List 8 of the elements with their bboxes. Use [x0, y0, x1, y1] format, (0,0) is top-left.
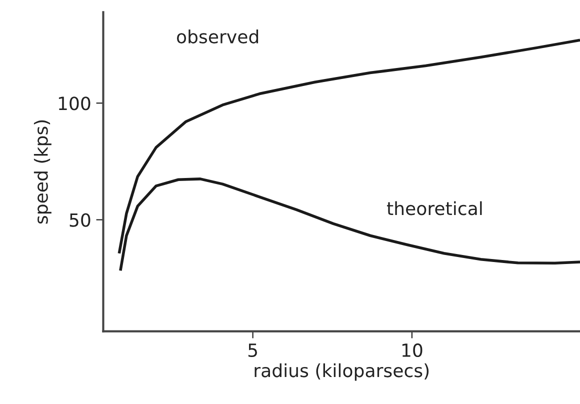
- x-axis-title: radius (kiloparsecs): [254, 363, 429, 381]
- y-axis-title: speed (kps): [34, 120, 52, 224]
- x-tick-label: 10: [402, 343, 422, 358]
- y-tick-label: 100: [58, 96, 90, 110]
- text: observed: [176, 29, 258, 44]
- x-tick-label: 5: [248, 344, 257, 358]
- series-label: theoretical: [386, 201, 482, 216]
- y-tick-label: 50: [70, 213, 90, 227]
